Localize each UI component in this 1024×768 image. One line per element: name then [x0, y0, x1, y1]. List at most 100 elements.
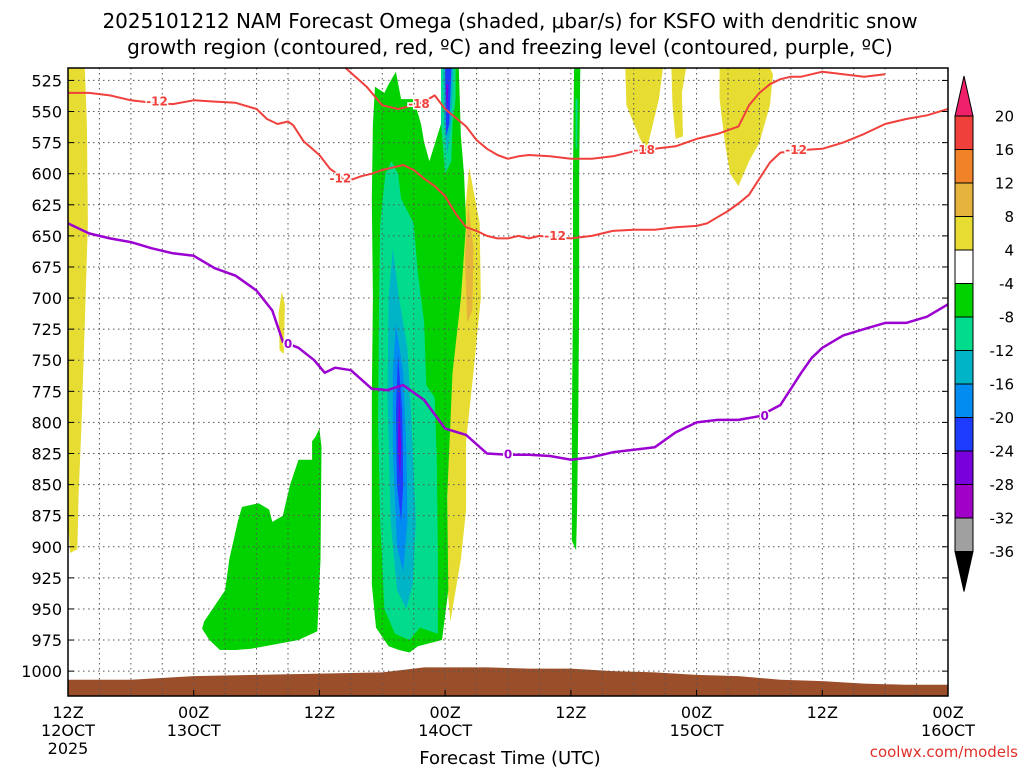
omega-region-13 [398, 385, 402, 479]
colorbar-label: 12 [995, 175, 1014, 193]
contour-labels: -12 -12 -12 -12 -18 -18 0 0 0 [145, 93, 809, 463]
dgz-contour-label-4: -18 [408, 97, 430, 111]
y-tick-label: 775 [31, 382, 62, 401]
x-tick-date-label: 12OCT [41, 721, 95, 740]
colorbar-segment [954, 149, 974, 184]
y-tick-label: 700 [31, 289, 62, 308]
dgz-contour-0 [68, 91, 948, 240]
y-tick-label: 650 [31, 227, 62, 246]
y-tick-label: 525 [31, 71, 62, 90]
dgz-contour-label-5: -18 [633, 143, 655, 157]
colorbar-label: -24 [990, 443, 1015, 461]
y-tick-label: 800 [31, 413, 62, 432]
x-axis-label: Forecast Time (UTC) [419, 748, 600, 768]
y-axis-ticks: 525 550 575 600 625 650 675 700 725 750 775 800 825 8… [21, 71, 948, 681]
colorbar-label: -8 [999, 309, 1014, 327]
freezing-level-label-1: 0 [504, 448, 512, 462]
grid-lines [68, 68, 948, 696]
dgz-contour-label-2: -12 [544, 229, 566, 243]
y-tick-label: 975 [31, 631, 62, 650]
x-tick-label: 12Z [555, 703, 586, 722]
ground-area [68, 667, 948, 696]
dgz-contour-label-0: -12 [146, 95, 168, 109]
colorbar-segment [954, 249, 974, 284]
x-tick-label: 12Z [807, 703, 838, 722]
colorbar-label: -12 [990, 342, 1015, 360]
y-tick-label: 925 [31, 569, 62, 588]
x-tick-date-label: 15OCT [670, 721, 724, 740]
y-tick-label: 725 [31, 320, 62, 339]
y-tick-label: 825 [31, 445, 62, 464]
colorbar-label: 4 [1004, 242, 1014, 260]
y-tick-label: 950 [31, 600, 62, 619]
y-tick-label: 625 [31, 196, 62, 215]
freezing-level-label-0: 0 [284, 337, 292, 351]
colorbar-label: 8 [1004, 208, 1014, 226]
chart-title-line-1: 2025101212 NAM Forecast Omega (shaded, μ… [102, 9, 917, 33]
colorbar-segment [954, 417, 974, 452]
omega-region-4 [625, 68, 663, 152]
dgz-contour-1 [344, 68, 886, 160]
plot-frame [67, 67, 949, 697]
y-tick-label: 575 [31, 134, 62, 153]
colorbar-segment [954, 484, 974, 519]
x-tick-label: 00Z [178, 703, 209, 722]
y-tick-label: 550 [31, 103, 62, 122]
colorbar-segment [954, 216, 974, 251]
omega-region-5 [671, 68, 687, 139]
x-tick-date-label: 13OCT [167, 721, 221, 740]
colorbar-segment [954, 115, 974, 150]
contour-lines [68, 68, 948, 461]
colorbar-segment [954, 316, 974, 351]
colorbar-segment [954, 517, 974, 552]
colorbar-label: 20 [995, 108, 1014, 126]
colorbar-label: -36 [990, 543, 1015, 561]
colorbar-bottom-arrow [954, 551, 974, 592]
omega-region-18 [571, 68, 581, 551]
colorbar-label: -28 [990, 476, 1015, 494]
y-tick-label: 900 [31, 538, 62, 557]
colorbar-label: -4 [999, 275, 1014, 293]
chart-title-line-2: growth region (contoured, red, ºC) and f… [127, 35, 893, 59]
colorbar-label: 16 [995, 141, 1014, 159]
omega-region-6 [719, 68, 773, 187]
y-tick-label: 850 [31, 476, 62, 495]
y-tick-label: 750 [31, 351, 62, 370]
colorbar-label: -16 [990, 376, 1015, 394]
colorbar-label: -20 [990, 409, 1015, 427]
dgz-contour-label-1: -12 [330, 172, 352, 186]
x-tick-date-label: 16OCT [921, 721, 975, 740]
y-tick-label: 600 [31, 165, 62, 184]
omega-region-17 [446, 84, 449, 118]
y-tick-label: 675 [31, 258, 62, 277]
omega-region-7 [202, 428, 322, 650]
freezing-level-label-2: 0 [760, 409, 768, 423]
colorbar-segment [954, 383, 974, 418]
x-tick-label: 00Z [429, 703, 460, 722]
colorbar-top-arrow [954, 75, 974, 117]
credit-text: coolwx.com/models [870, 743, 1018, 761]
colorbar-segment [954, 283, 974, 318]
dgz-contour-label-3: -12 [785, 143, 807, 157]
colorbar: 20 16 12 8 4 -4 -8 -12 -16 -20 -24 -28 -32 -36 [954, 75, 1015, 592]
x-tick-year-label: 2025 [48, 739, 89, 758]
ground-terrain [68, 667, 948, 696]
x-tick-label: 12Z [52, 703, 83, 722]
x-tick-date-label: 14OCT [418, 721, 472, 740]
colorbar-segment [954, 182, 974, 217]
omega-region-0 [68, 68, 88, 553]
omega-region-19 [575, 99, 578, 149]
y-tick-label: 1000 [21, 662, 62, 681]
colorbar-label: -32 [990, 510, 1015, 528]
omega-region-3 [465, 204, 474, 323]
x-tick-label: 00Z [932, 703, 963, 722]
y-tick-label: 875 [31, 507, 62, 526]
freezing-level-line [68, 222, 948, 461]
omega-region-1 [278, 291, 285, 354]
colorbar-segment [954, 350, 974, 385]
colorbar-segment [954, 450, 974, 485]
x-tick-label: 00Z [681, 703, 712, 722]
x-tick-label: 12Z [304, 703, 335, 722]
